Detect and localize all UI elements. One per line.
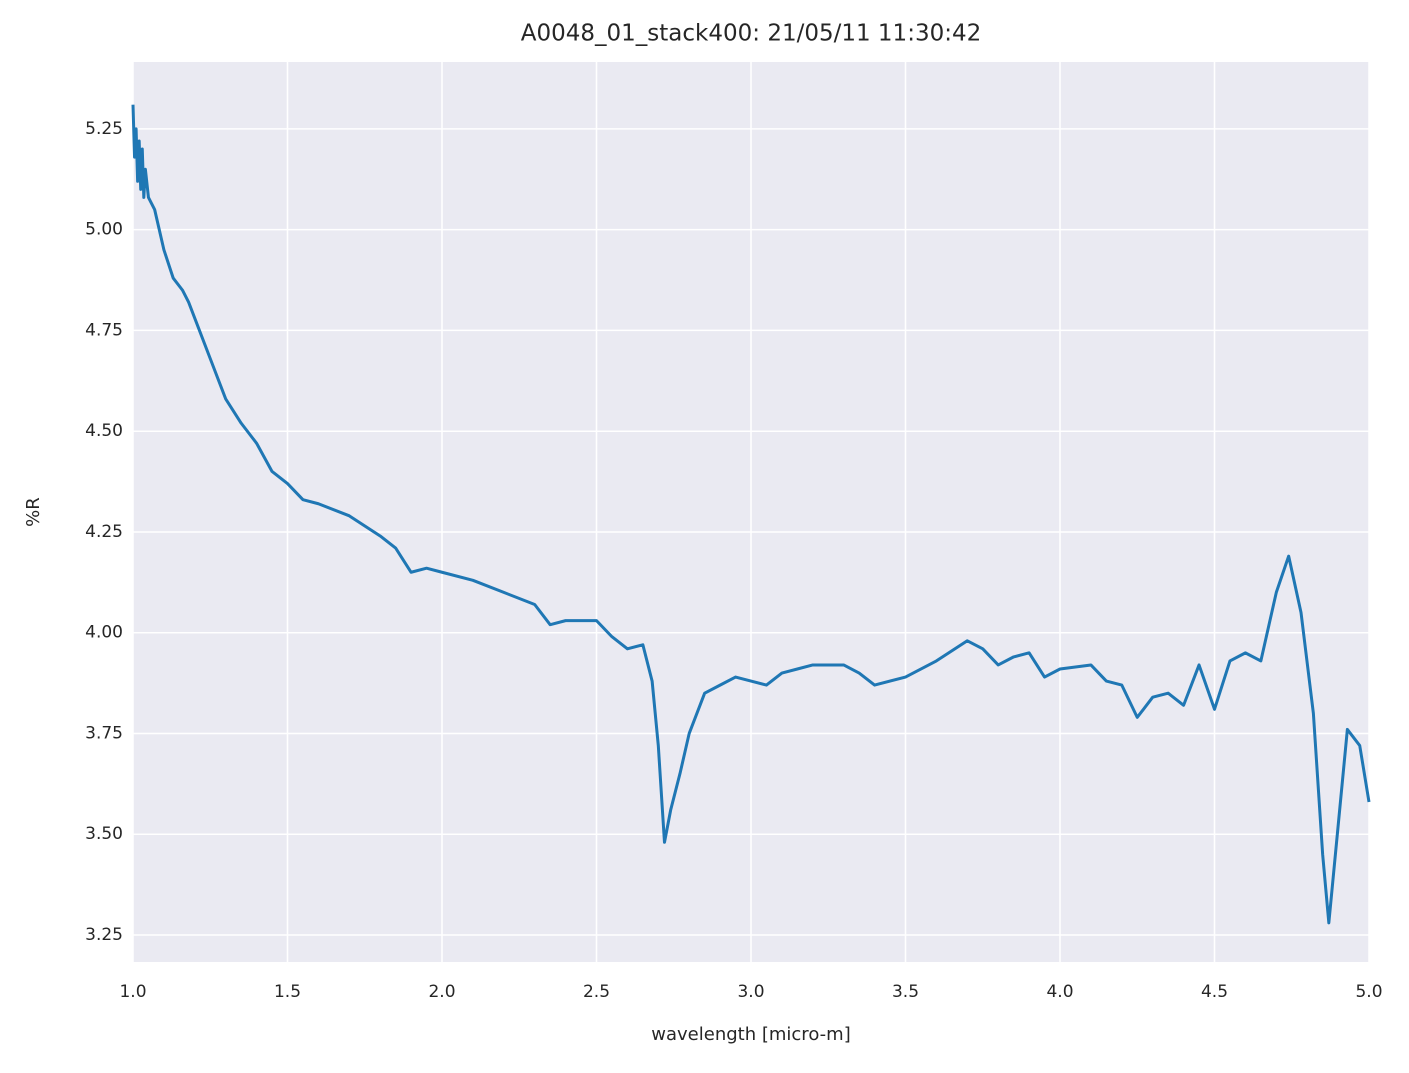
x-tick-label: 1.5 <box>274 982 301 1002</box>
chart-title: A0048_01_stack400: 21/05/11 11:30:42 <box>521 21 981 47</box>
y-tick-label: 5.00 <box>85 220 123 240</box>
y-tick-label: 3.50 <box>85 824 123 844</box>
x-tick-label: 2.0 <box>428 982 455 1002</box>
x-tick-label: 4.5 <box>1201 982 1228 1002</box>
x-tick-label: 2.5 <box>583 982 610 1002</box>
y-tick-label: 4.00 <box>85 623 123 643</box>
y-tick-label: 3.75 <box>85 723 123 743</box>
x-tick-label: 4.0 <box>1046 982 1073 1002</box>
y-tick-label: 5.25 <box>85 119 123 139</box>
y-tick-label: 4.25 <box>85 522 123 542</box>
y-tick-label: 4.75 <box>85 320 123 340</box>
y-axis-label: %R <box>23 497 44 527</box>
x-axis-label: wavelength [micro-m] <box>651 1024 850 1045</box>
x-tick-label: 3.0 <box>737 982 764 1002</box>
x-tick-label: 1.0 <box>119 982 146 1002</box>
x-tick-label: 3.5 <box>892 982 919 1002</box>
y-tick-label: 3.25 <box>85 925 123 945</box>
x-tick-label: 5.0 <box>1355 982 1382 1002</box>
line-series <box>131 104 1371 925</box>
y-tick-label: 4.50 <box>85 421 123 441</box>
